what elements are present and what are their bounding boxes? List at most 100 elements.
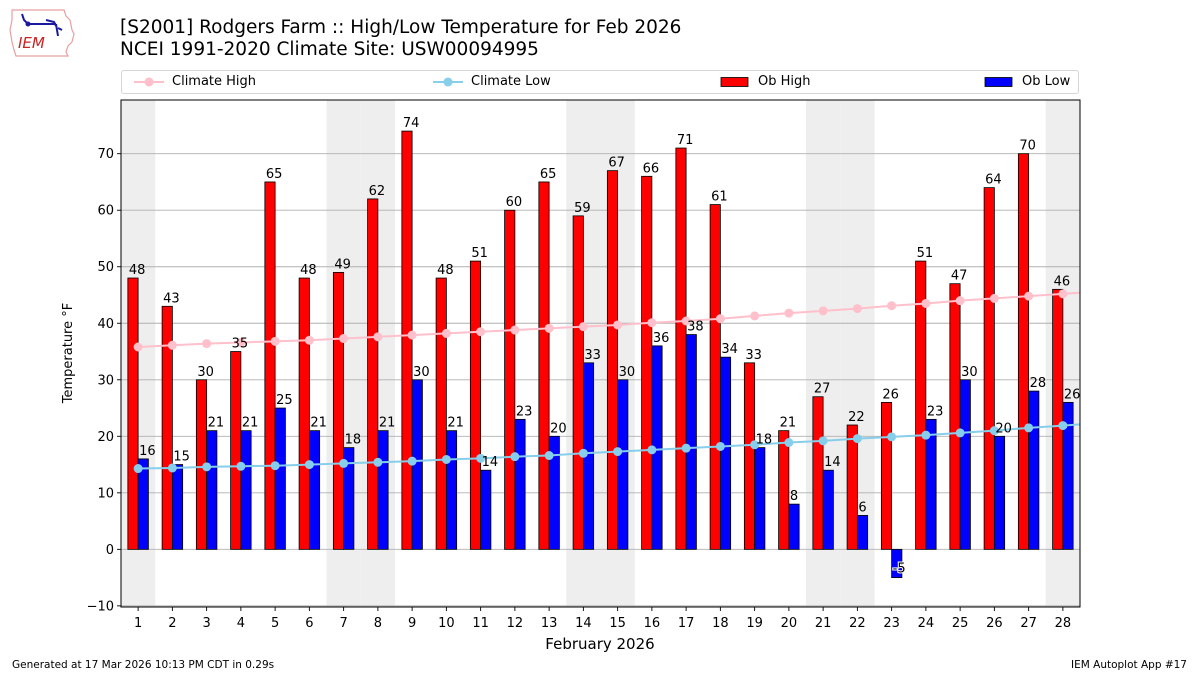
plot-frame — [120, 99, 1081, 608]
weekend-shade-band — [360, 100, 395, 607]
ob-low-label: 23 — [927, 404, 944, 419]
y-tick-label: 0 — [106, 543, 114, 558]
weekend-shade-band — [326, 100, 361, 607]
ob-low-label: 6 — [858, 500, 866, 515]
ob-high-label: 65 — [266, 167, 283, 182]
climate-low-point — [613, 447, 623, 457]
y-tick-label: 10 — [97, 486, 114, 501]
climate-low-point — [989, 426, 999, 436]
ob-high-bar — [367, 198, 379, 550]
x-tick-label: 14 — [575, 616, 592, 631]
ob-low-bar — [445, 430, 458, 550]
ob-low-label: 28 — [1030, 376, 1047, 391]
legend-label: Climate Low — [471, 74, 551, 89]
climate-high-point — [236, 337, 246, 347]
ob-low-bar — [377, 430, 389, 550]
climate-low-point — [373, 457, 383, 467]
ob-low-bar — [822, 469, 834, 550]
ob-low-label: 14 — [482, 455, 499, 470]
ob-low-label: 14 — [824, 455, 841, 470]
ob-high-bar — [743, 362, 756, 550]
ob-high-bar — [332, 271, 345, 550]
ob-low-label: 20 — [995, 421, 1012, 436]
weekend-shade-band — [121, 100, 156, 607]
ob-high-label: 49 — [334, 257, 351, 272]
gridlines — [121, 153, 1080, 607]
climate-high-point — [852, 304, 862, 314]
x-tick-label: 7 — [339, 616, 347, 631]
climate-low-point — [852, 434, 862, 444]
x-tick-label: 23 — [883, 616, 900, 631]
climate-high-point — [715, 314, 725, 324]
ob-high-bar — [264, 181, 276, 550]
climate-low-point — [167, 463, 177, 473]
climate-low-point — [715, 441, 725, 451]
x-axis-label: February 2026 — [545, 635, 654, 653]
ob-low-bar — [171, 464, 184, 550]
legend-label: Climate High — [172, 74, 257, 89]
ob-low-label: 21 — [310, 416, 327, 431]
ob-high-swatch-icon — [720, 76, 749, 87]
x-tick-label: 9 — [408, 616, 416, 631]
ob-low-bar — [959, 379, 971, 550]
x-tick-label: 8 — [374, 616, 382, 631]
ob-low-label: 15 — [173, 450, 190, 465]
title-line-2: NCEI 1991-2020 Climate Site: USW00094995 — [120, 39, 539, 60]
ob-high-bar — [949, 283, 961, 550]
ob-low-bar — [308, 430, 321, 550]
logo-text: IEM — [18, 34, 45, 52]
climate-low-point — [1058, 421, 1068, 431]
ob-low-bar — [651, 345, 663, 550]
weekend-shade-band — [840, 100, 875, 607]
x-tick-label: 13 — [541, 616, 558, 631]
ob-low-bar — [685, 334, 697, 550]
y-tick-label: 20 — [97, 430, 114, 445]
ob-low-bar — [617, 379, 629, 550]
climate-high-point — [407, 330, 417, 340]
ob-high-label: 33 — [745, 348, 762, 363]
ob-high-label: 48 — [129, 263, 146, 278]
ob-high-label: 59 — [574, 201, 591, 216]
ob-high-bar — [880, 401, 893, 550]
ob-low-bar — [1028, 390, 1040, 550]
climate-high-point — [270, 336, 280, 346]
ob-high-bar — [435, 277, 447, 550]
x-tick-label: 4 — [237, 616, 245, 631]
climate-high-point — [339, 334, 349, 344]
climate-high-point — [133, 342, 143, 352]
ob-high-bar — [812, 396, 824, 550]
climate-high-point — [818, 306, 828, 316]
x-tick-label: 18 — [712, 616, 729, 631]
ob-low-label: 36 — [653, 331, 670, 346]
ob-low-bar — [582, 362, 595, 550]
ob-low-label: 21 — [379, 416, 396, 431]
ob-high-label: 62 — [369, 184, 386, 199]
ob-low-label: 38 — [687, 320, 704, 335]
ob-low-bar — [343, 447, 355, 550]
ob-high-label: 48 — [437, 263, 454, 278]
ob-high-bar — [778, 430, 790, 550]
climate-low-point — [1024, 423, 1034, 433]
ob-low-label: 16 — [139, 444, 156, 459]
climate-high-line — [138, 291, 1081, 348]
climate-high-point — [202, 339, 212, 349]
ob-high-bar — [504, 209, 516, 550]
climate-low-point — [818, 436, 828, 446]
ob-low-label: -5 — [893, 562, 906, 577]
climate-low-point — [681, 443, 691, 453]
climate-high-point — [613, 320, 623, 330]
ob-high-label: 64 — [985, 173, 1002, 188]
ob-high-bar — [915, 260, 927, 550]
climate-high-point — [647, 318, 657, 328]
climate-low-point — [304, 460, 314, 470]
climate-low-point — [955, 428, 965, 438]
ob-low-bar — [1062, 401, 1074, 550]
x-tick-label: 21 — [815, 616, 832, 631]
climate-low-point — [133, 464, 143, 474]
climate-low-point — [887, 432, 897, 442]
y-tick-label: −10 — [87, 599, 114, 614]
ob-low-label: 23 — [516, 404, 533, 419]
ob-low-label: 21 — [208, 416, 225, 431]
ob-high-label: 74 — [403, 116, 420, 131]
ob-high-label: 66 — [643, 161, 660, 176]
